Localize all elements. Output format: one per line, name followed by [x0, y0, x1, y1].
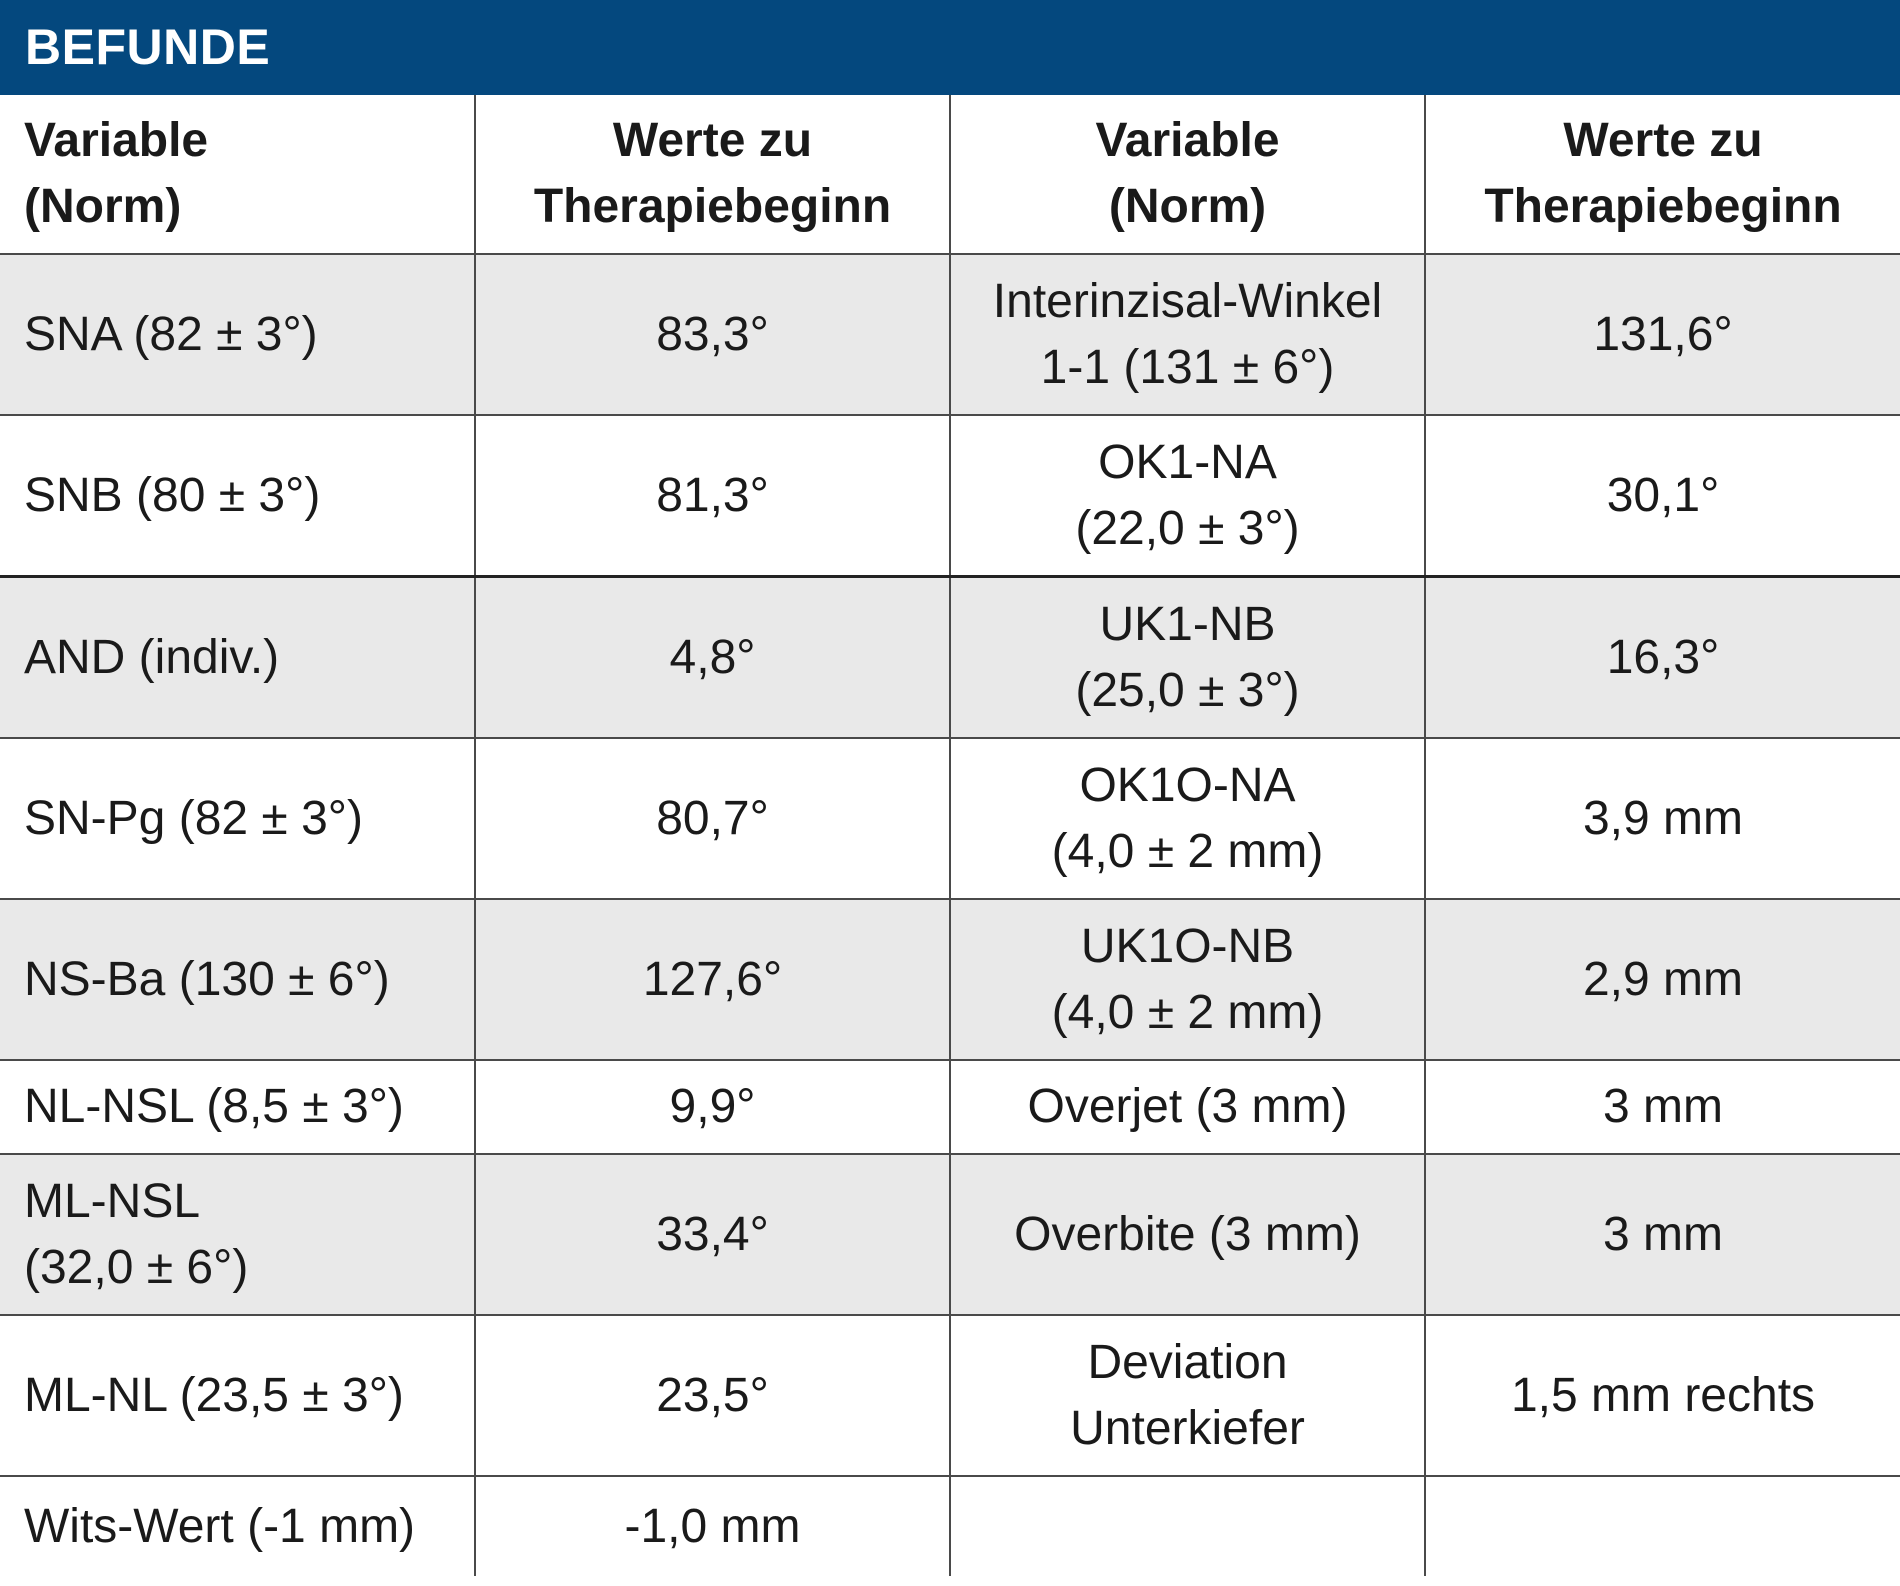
header-variable-2: Variable (Norm) — [949, 95, 1426, 255]
header-values-1: Werte zu Therapiebeginn — [474, 95, 951, 255]
value-left-cell: 4,8° — [474, 575, 951, 739]
variable-right-cell: OK1-NA (22,0 ± 3°) — [949, 414, 1426, 578]
variable-left-cell: Wits-Wert (-1 mm) — [0, 1475, 476, 1576]
value-right-cell — [1424, 1475, 1900, 1576]
value-left-cell: 23,5° — [474, 1314, 951, 1477]
variable-right-cell: UK1-NB (25,0 ± 3°) — [949, 575, 1426, 739]
table-row: AND (indiv.) 4,8° UK1-NB (25,0 ± 3°) 16,3° — [0, 575, 1900, 739]
value-right-cell: 2,9 mm — [1424, 898, 1900, 1061]
table-row: SNB (80 ± 3°) 81,3° OK1-NA (22,0 ± 3°) 30,1° — [0, 414, 1900, 578]
value-left-cell: 127,6° — [474, 898, 951, 1061]
variable-right-cell — [949, 1475, 1426, 1576]
value-left-cell: 33,4° — [474, 1153, 951, 1316]
title-bar: BEFUNDE — [0, 0, 1900, 95]
value-right-cell: 16,3° — [1424, 575, 1900, 739]
variable-right-cell: OK1O-NA (4,0 ± 2 mm) — [949, 737, 1426, 900]
header-variable-1: Variable (Norm) — [0, 95, 476, 255]
variable-left-cell: ML-NSL (32,0 ± 6°) — [0, 1153, 476, 1316]
findings-table: Variable (Norm) Werte zu Therapiebeginn Va… — [0, 95, 1900, 1576]
variable-left-cell: AND (indiv.) — [0, 575, 476, 739]
variable-right-cell: Overjet (3 mm) — [949, 1059, 1426, 1155]
variable-right-cell: UK1O-NB (4,0 ± 2 mm) — [949, 898, 1426, 1061]
table-row: Wits-Wert (-1 mm) -1,0 mm — [0, 1475, 1900, 1576]
variable-left-cell: ML-NL (23,5 ± 3°) — [0, 1314, 476, 1477]
table-row: ML-NSL (32,0 ± 6°) 33,4° Overbite (3 mm) 3 m… — [0, 1153, 1900, 1316]
table-row: SNA (82 ± 3°) 83,3° Interinzisal-Winkel 1-1… — [0, 253, 1900, 416]
table-row: NL-NSL (8,5 ± 3°) 9,9° Overjet (3 mm) 3 mm — [0, 1059, 1900, 1155]
variable-right-cell: Overbite (3 mm) — [949, 1153, 1426, 1316]
variable-left-cell: NL-NSL (8,5 ± 3°) — [0, 1059, 476, 1155]
value-left-cell: 83,3° — [474, 253, 951, 416]
variable-left-cell: SN-Pg (82 ± 3°) — [0, 737, 476, 900]
value-right-cell: 3,9 mm — [1424, 737, 1900, 900]
value-right-cell: 131,6° — [1424, 253, 1900, 416]
variable-right-cell: Interinzisal-Winkel 1-1 (131 ± 6°) — [949, 253, 1426, 416]
value-right-cell: 3 mm — [1424, 1059, 1900, 1155]
table-title: BEFUNDE — [25, 19, 271, 75]
variable-left-cell: SNB (80 ± 3°) — [0, 414, 476, 578]
variable-left-cell: NS-Ba (130 ± 6°) — [0, 898, 476, 1061]
header-values-2: Werte zu Therapiebeginn — [1424, 95, 1900, 255]
value-left-cell: 81,3° — [474, 414, 951, 578]
value-left-cell: 9,9° — [474, 1059, 951, 1155]
value-left-cell: 80,7° — [474, 737, 951, 900]
value-right-cell: 30,1° — [1424, 414, 1900, 578]
table-row: ML-NL (23,5 ± 3°) 23,5° Deviation Unterkief… — [0, 1314, 1900, 1477]
value-right-cell: 3 mm — [1424, 1153, 1900, 1316]
table-row: NS-Ba (130 ± 6°) 127,6° UK1O-NB (4,0 ± 2 mm… — [0, 898, 1900, 1061]
value-left-cell: -1,0 mm — [474, 1475, 951, 1576]
table-row: SN-Pg (82 ± 3°) 80,7° OK1O-NA (4,0 ± 2 mm) 3… — [0, 737, 1900, 900]
value-right-cell: 1,5 mm rechts — [1424, 1314, 1900, 1477]
variable-left-cell: SNA (82 ± 3°) — [0, 253, 476, 416]
variable-right-cell: Deviation Unterkiefer — [949, 1314, 1426, 1477]
header-row: Variable (Norm) Werte zu Therapiebeginn Va… — [0, 95, 1900, 255]
